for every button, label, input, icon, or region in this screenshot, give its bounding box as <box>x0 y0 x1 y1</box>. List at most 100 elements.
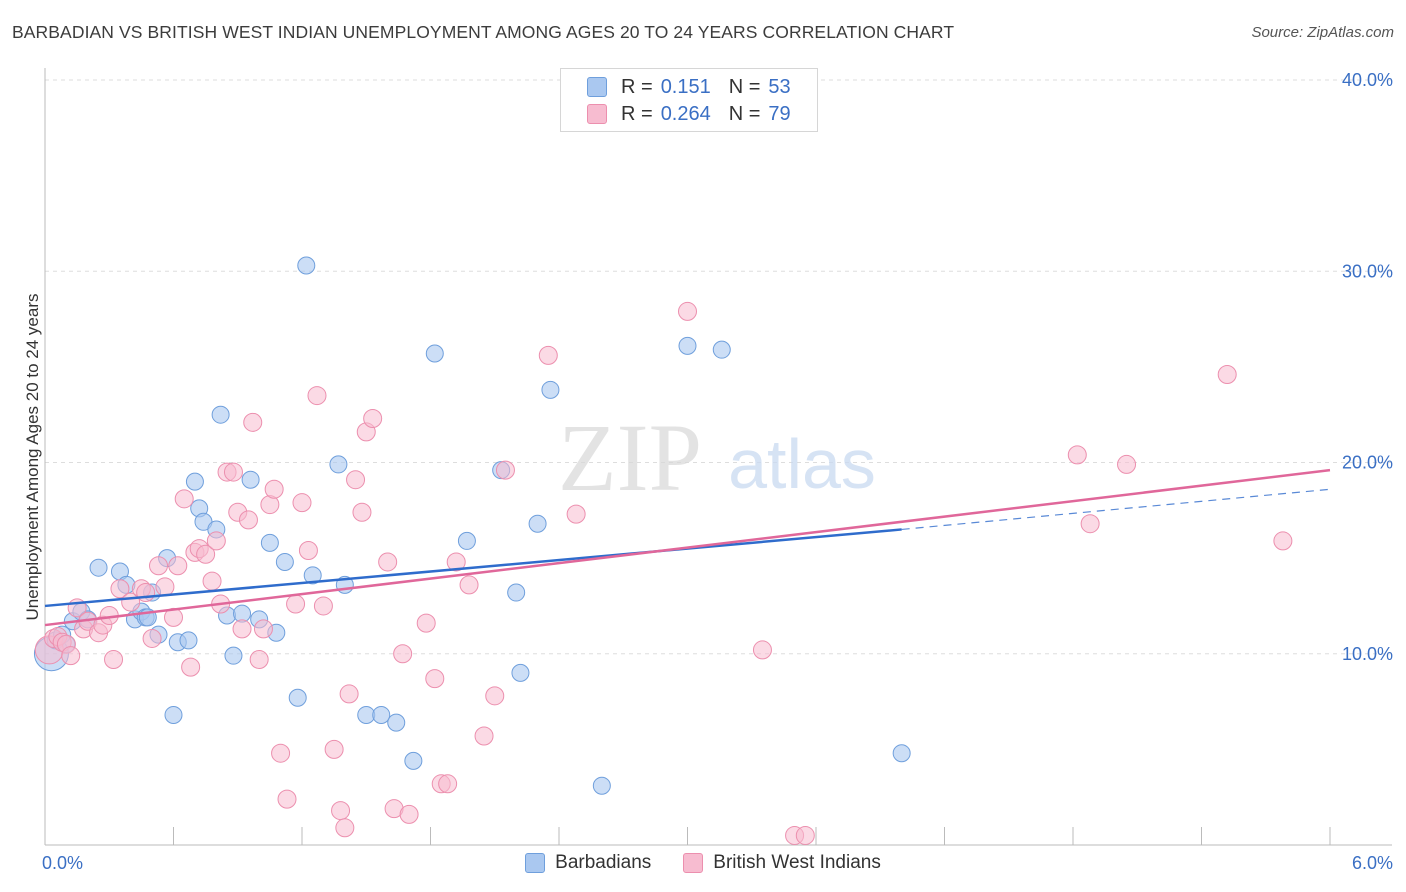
data-point-british-west-indians <box>61 646 81 666</box>
y-axis-label: Unemployment Among Ages 20 to 24 years <box>23 294 42 621</box>
data-point-barbadians <box>712 340 731 359</box>
data-point-british-west-indians <box>181 657 201 677</box>
data-point-british-west-indians <box>566 504 586 524</box>
legend-label-british-west-indians: British West Indians <box>713 852 881 873</box>
data-point-barbadians <box>297 256 316 275</box>
data-point-barbadians <box>592 776 611 795</box>
data-point-british-west-indians <box>752 640 772 660</box>
data-point-british-west-indians <box>425 669 445 689</box>
data-point-british-west-indians <box>795 825 815 845</box>
data-point-barbadians <box>89 558 108 577</box>
data-point-british-west-indians <box>174 489 194 509</box>
data-point-british-west-indians <box>339 684 359 704</box>
legend-swatch-blue <box>587 77 607 97</box>
data-point-british-west-indians <box>110 579 130 599</box>
data-point-british-west-indians <box>232 619 252 639</box>
data-point-british-west-indians <box>1117 454 1137 474</box>
data-point-barbadians <box>678 336 697 355</box>
data-point-barbadians <box>425 344 444 363</box>
watermark-atlas: atlas <box>728 425 876 503</box>
legend-r-value: 0.151 <box>660 75 711 98</box>
legend-n-value: 79 <box>768 102 791 125</box>
data-point-barbadians <box>224 646 243 665</box>
legend-row-british-west-indians: R = 0.264 N = 79 <box>587 102 791 126</box>
data-point-barbadians <box>179 631 198 650</box>
data-point-british-west-indians <box>243 412 263 432</box>
source-label: Source: ZipAtlas.com <box>1251 24 1394 41</box>
data-point-british-west-indians <box>1217 365 1237 385</box>
chart-title: BARBADIAN VS BRITISH WEST INDIAN UNEMPLO… <box>12 22 955 42</box>
data-point-british-west-indians <box>136 583 156 603</box>
data-point-british-west-indians <box>399 804 419 824</box>
data-point-barbadians <box>260 533 279 552</box>
grid-lines <box>45 79 1392 655</box>
data-point-british-west-indians <box>292 493 312 513</box>
data-point-british-west-indians <box>238 510 258 530</box>
data-point-british-west-indians <box>264 479 284 499</box>
data-point-barbadians <box>357 705 376 724</box>
data-point-british-west-indians <box>678 301 697 321</box>
trend-line-barbadians <box>44 528 902 608</box>
data-point-british-west-indians <box>155 577 175 597</box>
data-point-barbadians <box>185 472 204 491</box>
data-point-british-west-indians <box>271 743 291 763</box>
data-point-british-west-indians <box>495 460 515 480</box>
y-tick-label: 30.0% <box>1342 261 1393 281</box>
legend-swatch-pink <box>683 853 704 873</box>
legend-n-label: N = <box>728 102 761 125</box>
data-point-british-west-indians <box>277 789 297 809</box>
legend-r-value: 0.264 <box>660 102 711 125</box>
data-point-british-west-indians <box>298 540 318 560</box>
legend-r-label: R = <box>621 75 653 98</box>
data-point-british-west-indians <box>416 613 436 633</box>
data-point-british-west-indians <box>459 575 479 595</box>
x-tick-label: 0.0% <box>42 853 83 873</box>
data-point-british-west-indians <box>331 801 351 821</box>
y-tick-label: 20.0% <box>1342 453 1393 473</box>
trend-line-british-west-indians <box>44 468 1331 627</box>
legend-row-barbadians: R = 0.151 N = 53 <box>587 75 791 99</box>
data-point-british-west-indians <box>206 531 226 551</box>
data-point-british-west-indians <box>393 644 413 664</box>
legend-item-british-west-indians[interactable]: British West Indians <box>683 852 881 874</box>
watermark-zip: ZIP <box>558 404 702 511</box>
data-point-british-west-indians <box>538 345 558 365</box>
legend-item-barbadians[interactable]: Barbadians <box>525 852 651 874</box>
data-point-british-west-indians <box>335 818 355 838</box>
y-axis-label-group: Unemployment Among Ages 20 to 24 years <box>23 294 42 621</box>
legend-r-label: R = <box>621 102 653 125</box>
data-point-barbadians <box>303 566 322 585</box>
data-point-british-west-indians <box>352 502 372 522</box>
legend-n-label: N = <box>728 75 761 98</box>
data-point-british-west-indians <box>149 556 169 576</box>
data-point-barbadians <box>329 455 348 474</box>
data-point-british-west-indians <box>1067 445 1087 465</box>
data-point-barbadians <box>404 751 423 770</box>
legend-swatch-blue <box>525 853 546 873</box>
data-point-barbadians <box>387 713 406 732</box>
y-tick-label: 10.0% <box>1342 644 1393 664</box>
data-point-barbadians <box>241 470 260 489</box>
trend-lines <box>44 468 1331 627</box>
x-tick-label: 6.0% <box>1352 853 1393 873</box>
y-tick-label: 40.0% <box>1342 70 1393 90</box>
data-point-british-west-indians <box>249 649 269 669</box>
series-british-west-indians <box>34 112 1293 845</box>
data-point-barbadians <box>211 405 230 424</box>
data-point-british-west-indians <box>313 596 333 616</box>
data-point-british-west-indians <box>253 619 273 639</box>
axes <box>44 68 1392 846</box>
legend-n-value: 53 <box>768 75 791 98</box>
data-point-british-west-indians <box>202 571 222 591</box>
data-point-barbadians <box>457 531 476 550</box>
data-point-british-west-indians <box>1080 514 1100 534</box>
data-point-british-west-indians <box>474 726 494 746</box>
series-legend: Barbadians British West Indians <box>0 852 1406 874</box>
data-point-british-west-indians <box>307 386 327 406</box>
data-point-barbadians <box>528 514 547 533</box>
data-point-british-west-indians <box>363 409 383 429</box>
data-point-barbadians <box>541 380 560 399</box>
data-point-british-west-indians <box>438 774 458 794</box>
data-point-barbadians <box>511 663 530 682</box>
